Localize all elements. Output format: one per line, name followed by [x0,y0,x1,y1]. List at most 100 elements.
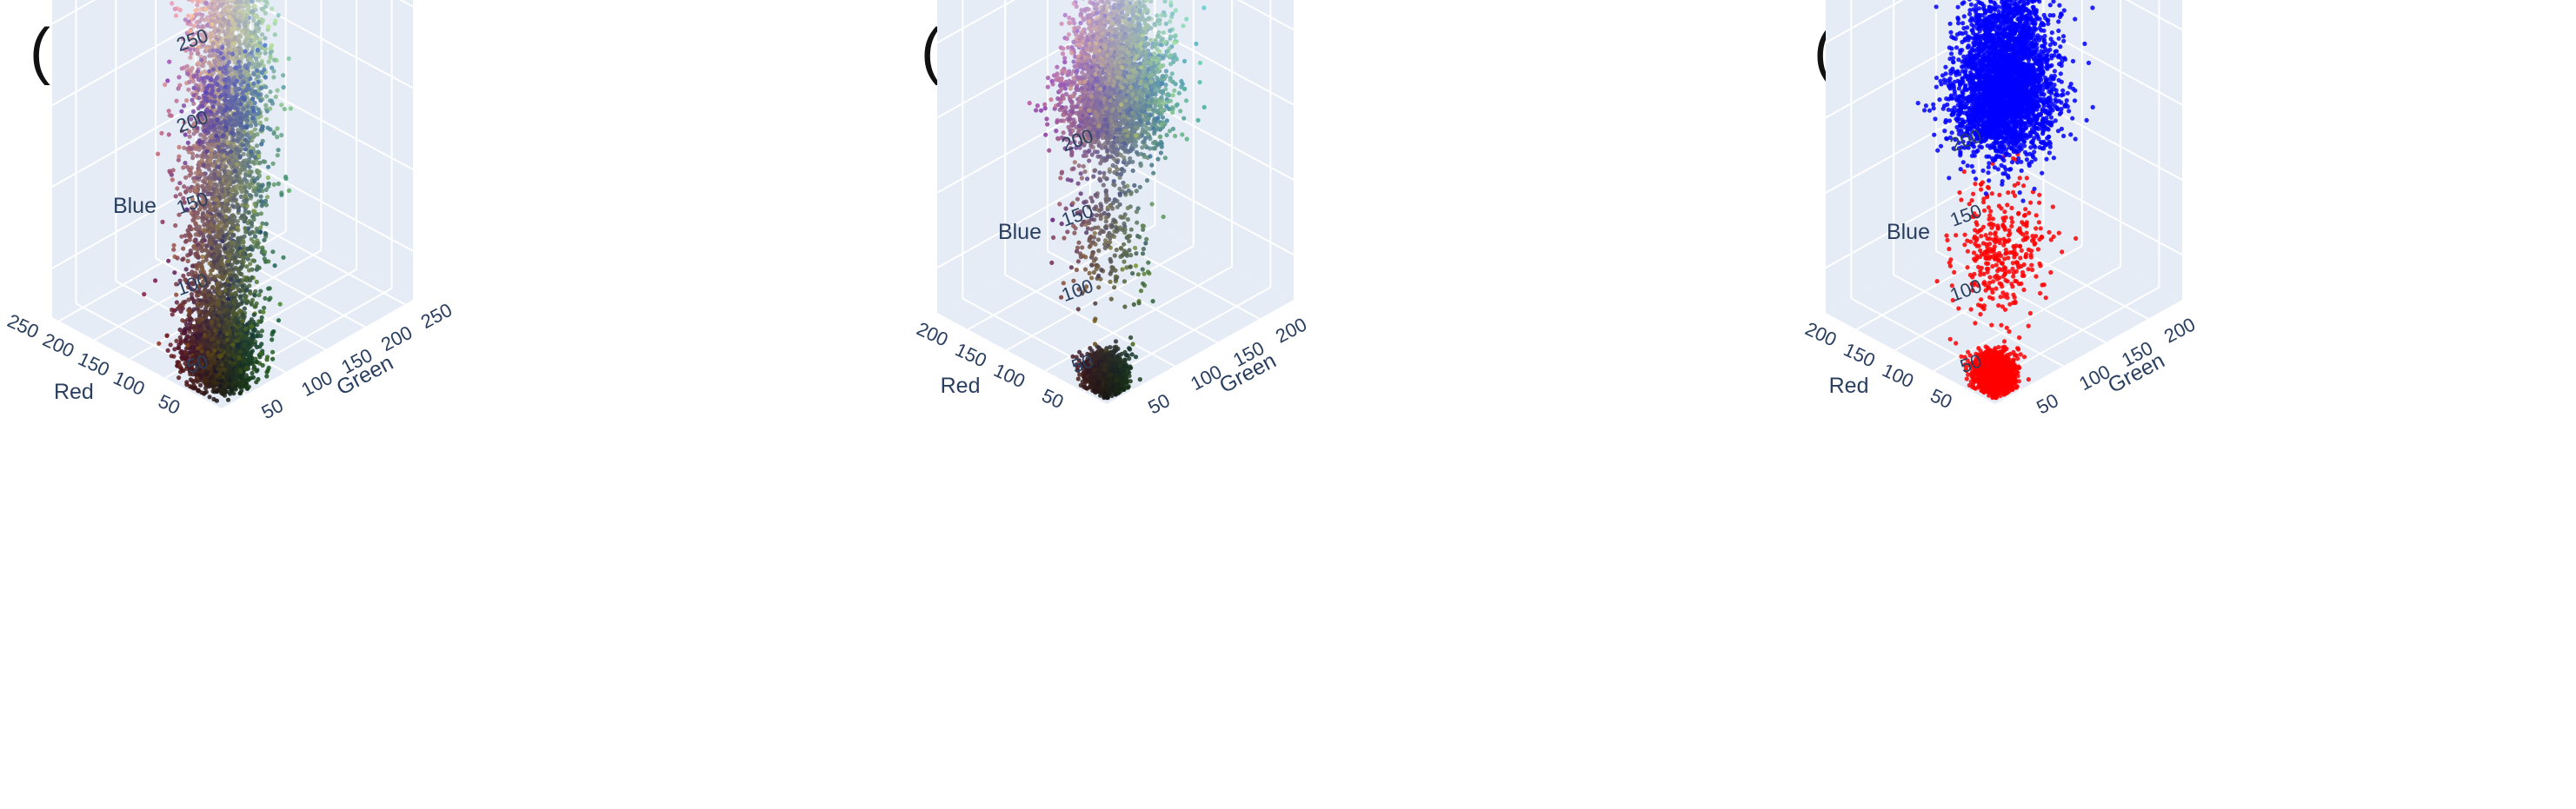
data-point [159,130,164,136]
data-point [237,390,243,396]
data-point [222,388,227,394]
data-point [259,342,264,347]
data-point [178,350,183,355]
data-point [236,38,242,43]
data-point [172,347,177,352]
data-point [254,192,259,197]
data-point [203,382,209,388]
data-point [226,352,231,357]
data-point [185,334,190,339]
data-point [195,153,200,158]
data-point [277,302,283,307]
data-point [166,109,171,114]
data-point [263,50,268,56]
data-point [173,222,178,229]
data-point [259,315,264,320]
data-point [245,256,250,262]
data-point [174,300,179,305]
data-point [264,374,270,379]
data-point [198,382,203,388]
data-point [165,348,170,353]
scatter3d-plot-a[interactable]: 5010015020025050100150200250501001502002… [0,0,858,809]
data-point [172,270,177,275]
data-point [270,161,276,166]
data-point [250,267,255,272]
data-point [218,39,223,44]
data-point [156,341,162,346]
data-point [203,0,209,5]
data-point [207,395,212,400]
data-point [273,94,278,99]
data-point [169,354,174,359]
data-point [201,338,207,343]
gridline [247,0,414,90]
data-point [203,389,209,395]
data-point [219,362,224,368]
data-point [172,6,177,11]
data-point [181,165,186,170]
data-point [166,132,171,137]
data-point [249,351,254,356]
data-point [210,375,215,380]
data-point [183,239,189,244]
data-point [270,356,276,361]
data-point [259,203,264,209]
data-point [259,318,264,323]
data-point [176,75,182,80]
data-point [170,177,175,182]
data-point [160,219,165,224]
data-point [231,391,236,396]
data-point [215,363,220,368]
data-point [249,194,254,199]
data-point [199,172,204,177]
data-point [177,181,183,186]
data-point [270,349,276,355]
data-point [168,342,173,348]
data-point [259,328,264,334]
data-point [209,337,214,342]
data-point [265,175,270,181]
data-point [264,195,270,200]
data-point [255,368,260,373]
data-point [204,23,210,28]
data-point [243,158,249,163]
data-point [203,247,209,252]
data-point [260,245,265,250]
data-point [201,135,206,140]
data-point [252,161,257,166]
data-point [212,389,217,395]
data-point [191,307,196,312]
data-point [195,379,200,384]
data-point [189,385,195,390]
data-point [171,247,176,252]
data-point [247,283,252,288]
data-point [271,182,276,187]
data-point [269,43,275,49]
data-point [184,98,190,103]
data-point [250,370,255,376]
data-point [188,321,193,326]
data-point [166,258,171,263]
data-point [258,194,263,199]
data-point [244,365,250,370]
data-point [185,258,190,263]
data-point [250,323,255,328]
data-point [175,255,180,261]
data-point [225,397,231,402]
data-point [262,305,267,310]
gridline [243,158,414,252]
data-point [263,295,268,301]
data-point [192,179,197,184]
data-point [224,362,230,368]
data-point [175,360,180,365]
data-point [275,88,280,93]
data-point [260,362,265,368]
data-point [192,328,197,333]
data-point [273,18,278,23]
gridline [51,0,97,25]
data-point [177,8,183,13]
data-point [244,348,250,354]
data-point [190,151,196,156]
data-point [236,355,242,360]
data-point [199,17,204,22]
